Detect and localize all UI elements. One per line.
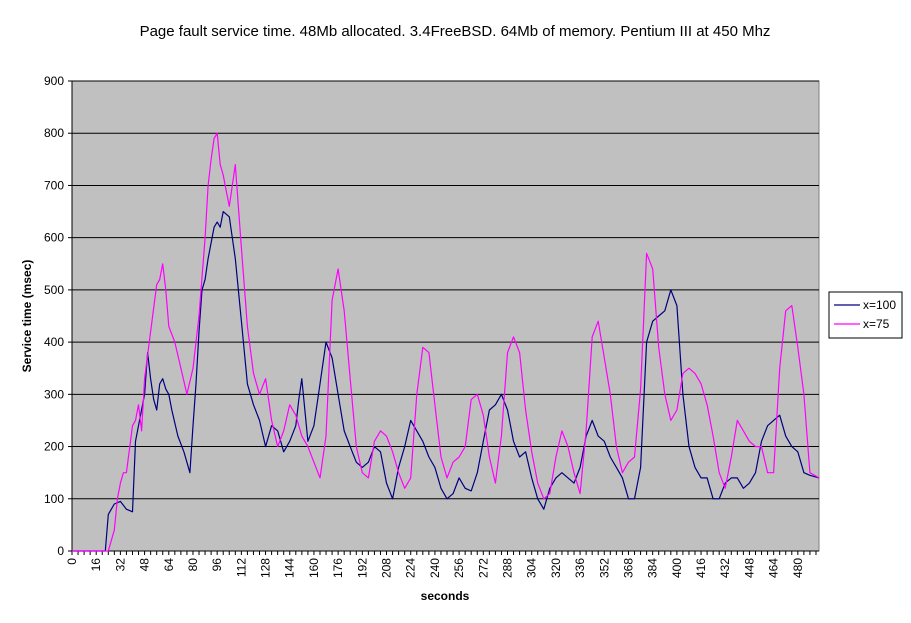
x-tick-label: 160	[307, 558, 321, 578]
x-tick-label: 464	[767, 558, 781, 578]
x-tick-label: 384	[646, 558, 660, 578]
x-tick-label: 448	[742, 558, 756, 578]
x-tick-label: 208	[380, 558, 394, 578]
x-axis-title: seconds	[421, 589, 470, 603]
x-tick-label: 144	[283, 558, 297, 578]
chart-title: Page fault service time. 48Mb allocated.…	[140, 23, 771, 40]
x-tick-label: 288	[500, 558, 514, 578]
x-tick-label: 480	[791, 558, 805, 578]
x-tick-label: 48	[138, 558, 152, 572]
x-tick-label: 64	[162, 558, 176, 572]
x-tick-label: 224	[404, 558, 418, 578]
x-tick-label: 320	[549, 558, 563, 578]
x-tick-label: 416	[694, 558, 708, 578]
legend-label-x75: x=75	[863, 317, 890, 331]
x-tick-label: 32	[113, 558, 127, 572]
x-tick-label: 256	[452, 558, 466, 578]
legend: x=100 x=75	[828, 291, 903, 339]
x-tick-label: 80	[186, 558, 200, 572]
series-line-0	[72, 211, 820, 552]
x-tick-label: 368	[621, 558, 635, 578]
y-axis: 0 100 200 300 400 500 600 700 800 900	[44, 74, 73, 558]
y-tick-label: 400	[44, 335, 64, 349]
series-layer	[72, 132, 820, 552]
legend-box	[828, 291, 903, 339]
plot-area	[71, 80, 820, 552]
x-tick-label: 352	[597, 558, 611, 578]
x-tick-label: 0	[65, 558, 79, 565]
y-tick-label: 300	[44, 387, 64, 401]
x-tick-label: 240	[428, 558, 442, 578]
y-tick-label: 800	[44, 126, 64, 140]
y-tick-label: 600	[44, 231, 64, 245]
x-tick-label: 96	[210, 558, 224, 572]
series-line-1	[72, 132, 820, 552]
x-tick-label: 400	[670, 558, 684, 578]
y-tick-label: 500	[44, 283, 64, 297]
x-tick-label: 16	[89, 558, 103, 572]
legend-label-x100: x=100	[863, 298, 896, 312]
x-axis: 0 16 32 48 64 80 96 112 128 144 160 176 192 208 224 240…	[65, 550, 819, 578]
y-tick-label: 700	[44, 178, 64, 192]
x-tick-label: 272	[476, 558, 490, 578]
x-tick-label: 304	[525, 558, 539, 578]
y-tick-label: 100	[44, 492, 64, 506]
y-axis-title: Service time (msec)	[20, 260, 34, 373]
x-tick-label: 176	[331, 558, 345, 578]
x-tick-label: 192	[355, 558, 369, 578]
y-tick-label: 200	[44, 440, 64, 454]
x-tick-label: 112	[234, 558, 248, 577]
x-tick-label: 128	[259, 558, 273, 578]
x-tick-label: 432	[718, 558, 732, 578]
y-tick-label: 900	[44, 74, 64, 88]
y-tick-label: 0	[57, 544, 64, 558]
x-tick-label: 336	[573, 558, 587, 578]
